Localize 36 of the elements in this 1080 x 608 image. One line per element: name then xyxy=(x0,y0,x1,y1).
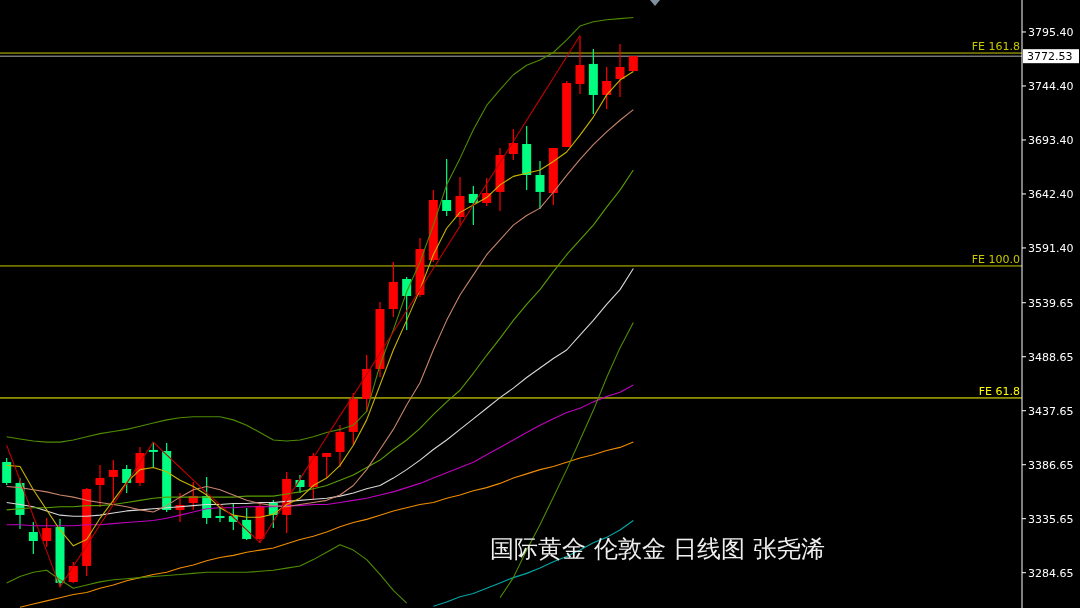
y-tick-label: 3386.65 xyxy=(1028,458,1074,472)
y-tick-label: 3744.40 xyxy=(1028,79,1074,93)
y-tick-label: 3642.40 xyxy=(1028,187,1074,201)
y-tick-label: 3693.40 xyxy=(1028,133,1074,147)
candlestick xyxy=(602,66,612,110)
candlestick xyxy=(2,457,12,486)
ref-line-label: 3772.53 xyxy=(1027,50,1073,64)
candlestick xyxy=(148,441,158,469)
candlestick xyxy=(535,160,545,210)
y-tick-label: 3795.40 xyxy=(1028,25,1074,39)
candlestick xyxy=(215,506,225,523)
candlestick xyxy=(455,176,465,226)
candlestick xyxy=(335,424,345,468)
y-tick-label: 3284.65 xyxy=(1028,566,1074,580)
candlestick xyxy=(575,35,585,95)
y-tick-label: 3591.40 xyxy=(1028,241,1074,255)
y-tick-label: 3539.65 xyxy=(1028,296,1074,310)
line-series xyxy=(6,267,634,517)
candlestick xyxy=(615,43,625,98)
candlestick xyxy=(508,128,518,161)
candlestick xyxy=(442,158,452,217)
ref-line-label: FE 61.8 xyxy=(978,384,1020,398)
candlestick xyxy=(28,521,38,555)
candlestick xyxy=(68,561,78,584)
ref-line-label: FE 100.0 xyxy=(971,252,1020,266)
y-tick-label: 3437.65 xyxy=(1028,404,1074,418)
line-series xyxy=(6,109,634,513)
ref-line-label: FE 161.8 xyxy=(971,40,1020,54)
candlestick xyxy=(108,459,118,504)
annotation: 国际黄金 伦敦金 日线图 张尧浠 xyxy=(490,535,825,563)
candlestick xyxy=(42,517,52,548)
y-tick-label: 3335.65 xyxy=(1028,512,1074,526)
candlestick xyxy=(122,464,132,494)
candlestick xyxy=(95,464,105,508)
candlestick xyxy=(322,452,332,479)
y-tick-label: 3488.65 xyxy=(1028,350,1074,364)
